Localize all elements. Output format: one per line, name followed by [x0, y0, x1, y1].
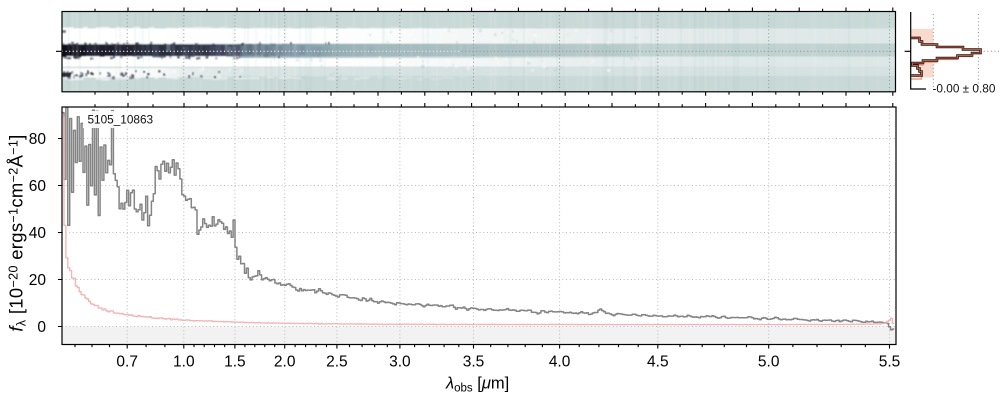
svg-text:4.0: 4.0: [549, 353, 571, 370]
svg-text:4.5: 4.5: [647, 353, 669, 370]
svg-text:5.0: 5.0: [758, 353, 780, 370]
svg-text:1.0: 1.0: [173, 353, 195, 370]
svg-text:2.0: 2.0: [274, 353, 296, 370]
svg-text:fλ [10−20 ergs−1cm−2Å−1]: fλ [10−20 ergs−1cm−2Å−1]: [5, 134, 28, 331]
svg-text:80: 80: [29, 131, 47, 148]
svg-text:3.0: 3.0: [389, 353, 411, 370]
svg-text:λobs [μm]: λobs [μm]: [445, 375, 509, 395]
svg-text:3.5: 3.5: [463, 353, 485, 370]
svg-text:2.5: 2.5: [326, 353, 348, 370]
svg-text:1.5: 1.5: [224, 353, 246, 370]
svg-text:60: 60: [29, 178, 47, 195]
svg-text:20: 20: [29, 272, 47, 289]
svg-text:-0.00 ± 0.80: -0.00 ± 0.80: [933, 82, 996, 96]
svg-text:5105_10863: 5105_10863: [88, 113, 154, 127]
svg-text:40: 40: [29, 225, 47, 242]
svg-text:5.5: 5.5: [879, 353, 901, 370]
svg-text:0.7: 0.7: [116, 353, 138, 370]
svg-text:0: 0: [37, 319, 46, 336]
